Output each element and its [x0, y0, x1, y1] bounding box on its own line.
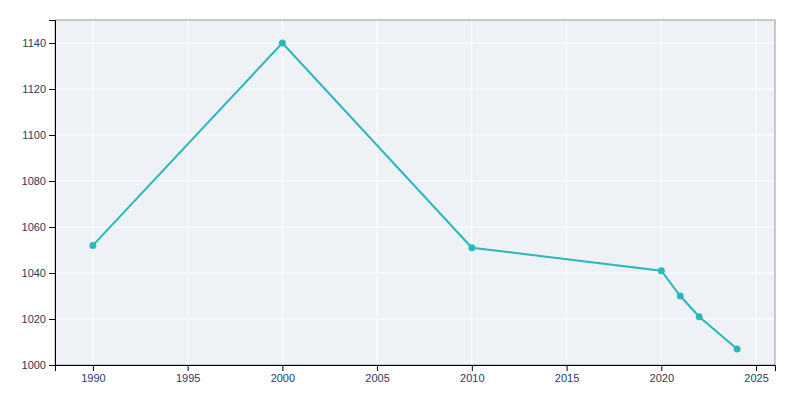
grid-line-x: [661, 20, 662, 365]
y-tick-mark: [49, 89, 55, 90]
y-tick-mark: [49, 365, 55, 366]
y-axis: 1000 1020 1040 1060 1080 1100 1120 1140: [22, 21, 56, 372]
y-tick-mark: [49, 227, 55, 228]
plot-background: [55, 20, 775, 365]
x-tick-mark: [93, 365, 94, 371]
y-tick-label: 1060: [22, 221, 46, 233]
plot: 1990 1995 2000 2005 2010 2015 2020 2025 1000 1020…: [22, 20, 776, 384]
x-tick-label: 2015: [555, 372, 579, 384]
x-tick: 1995: [176, 365, 200, 384]
y-tick-label: 1140: [22, 37, 46, 49]
y-tick-mark: [49, 43, 55, 44]
point: [279, 40, 286, 47]
point: [89, 242, 96, 249]
grid-line-y: [55, 89, 775, 90]
x-tick-mark: [377, 365, 378, 371]
y-tick-label: 1020: [22, 313, 46, 325]
y-tick-mark: [49, 319, 55, 320]
chart: 1990 1995 2000 2005 2010 2015 2020 2025 1000 1020…: [0, 0, 800, 400]
grid-line-x: [187, 20, 188, 365]
y-tick: 1100: [22, 129, 55, 141]
x-tick-label: 2020: [650, 372, 674, 384]
x-tick: 2010: [460, 365, 484, 384]
x-tick-label: 1995: [176, 372, 200, 384]
point: [734, 345, 741, 352]
series: [89, 40, 740, 353]
y-tick-label: 1000: [22, 359, 46, 371]
x-tick: 2005: [365, 365, 389, 384]
y-tick: 1020: [22, 313, 55, 325]
grid-line-x: [92, 20, 93, 365]
x-tick-label: 1990: [81, 372, 105, 384]
x-tick: 2015: [555, 365, 579, 384]
y-tick: 1060: [22, 221, 55, 233]
y-tick: 1040: [22, 267, 55, 279]
x-tick-mark: [661, 365, 662, 371]
grid: [55, 20, 775, 365]
y-tick-label: 1040: [22, 267, 46, 279]
point: [658, 267, 665, 274]
grid-line-y: [55, 319, 775, 320]
y-tick: 1140: [22, 37, 55, 49]
y-tick: 1120: [22, 83, 55, 95]
grid-line-y: [55, 181, 775, 182]
y-tick: 1080: [22, 175, 55, 187]
x-tick-label: 2010: [460, 372, 484, 384]
grid-line-x: [566, 20, 567, 365]
grid-line-x: [756, 20, 757, 365]
grid-line-y: [55, 43, 775, 44]
y-axis-line: [49, 21, 56, 366]
plot-frame: [55, 20, 775, 365]
x-tick: 1990: [81, 365, 105, 384]
x-tick: 2025: [744, 365, 768, 384]
x-tick-label: 2025: [744, 372, 768, 384]
x-tick-label: 2000: [271, 372, 295, 384]
grid-line-x: [471, 20, 472, 365]
x-tick-mark: [567, 365, 568, 371]
grid-line-y: [55, 273, 775, 274]
y-tick-mark: [49, 181, 55, 182]
x-tick: 2020: [650, 365, 674, 384]
point: [468, 244, 475, 251]
y-tick-mark: [49, 135, 55, 136]
y-tick-mark: [49, 273, 55, 274]
y-tick-label: 1080: [22, 175, 46, 187]
x-tick: 2000: [271, 365, 295, 384]
y-tick-label: 1100: [22, 129, 46, 141]
x-tick-mark: [282, 365, 283, 371]
x-axis: 1990 1995 2000 2005 2010 2015 2020 2025: [56, 365, 776, 384]
grid-line-y: [55, 135, 775, 136]
y-tick: 1000: [22, 359, 55, 371]
x-tick-mark: [472, 365, 473, 371]
grid-line-y: [55, 227, 775, 228]
x-tick-mark: [188, 365, 189, 371]
x-tick-mark: [756, 365, 757, 371]
line: [93, 43, 737, 349]
grid-line-x: [282, 20, 283, 365]
y-tick-label: 1120: [22, 83, 46, 95]
x-tick-label: 2005: [365, 372, 389, 384]
grid-line-x: [377, 20, 378, 365]
point: [677, 293, 684, 300]
x-axis-line: [56, 366, 776, 372]
point: [696, 313, 703, 320]
